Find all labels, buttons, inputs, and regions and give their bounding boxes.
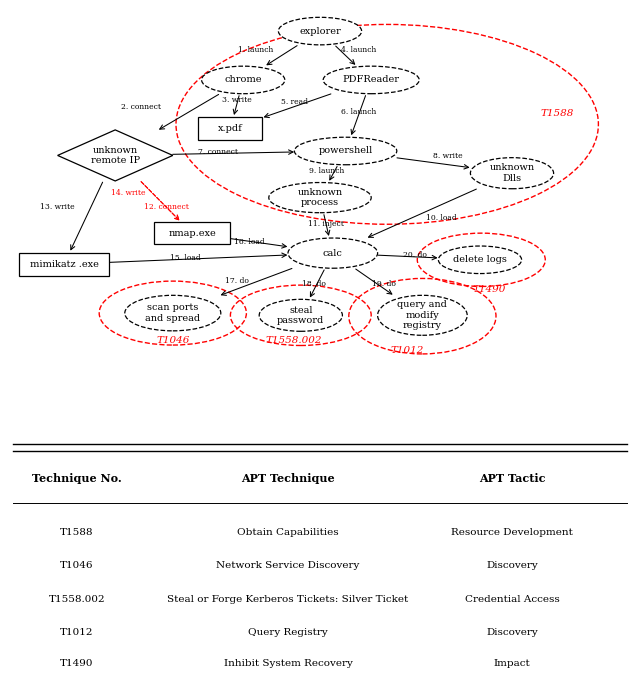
Text: query and
modify
registry: query and modify registry bbox=[397, 300, 447, 330]
Text: Discovery: Discovery bbox=[486, 628, 538, 637]
Text: 17. do: 17. do bbox=[225, 277, 249, 285]
Text: T1046: T1046 bbox=[157, 336, 190, 345]
Text: steal
password: steal password bbox=[277, 306, 324, 325]
Text: unknown
process: unknown process bbox=[298, 188, 342, 207]
Text: Impact: Impact bbox=[493, 660, 531, 669]
Text: 18. do: 18. do bbox=[301, 280, 326, 288]
Text: Inhibit System Recovery: Inhibit System Recovery bbox=[223, 660, 353, 669]
Ellipse shape bbox=[202, 66, 285, 94]
Text: 13. write: 13. write bbox=[40, 203, 75, 210]
FancyBboxPatch shape bbox=[154, 222, 230, 244]
Text: 8. write: 8. write bbox=[433, 153, 463, 160]
Ellipse shape bbox=[259, 299, 342, 332]
Text: 11. inject: 11. inject bbox=[308, 220, 344, 228]
Ellipse shape bbox=[470, 158, 554, 188]
Text: T1588: T1588 bbox=[60, 528, 93, 538]
Ellipse shape bbox=[323, 66, 419, 94]
Text: chrome: chrome bbox=[225, 75, 262, 85]
Text: APT Technique: APT Technique bbox=[241, 473, 335, 483]
Text: 1. launch: 1. launch bbox=[238, 46, 274, 54]
Ellipse shape bbox=[378, 296, 467, 336]
Text: Network Service Discovery: Network Service Discovery bbox=[216, 561, 360, 570]
Text: T1558.002: T1558.002 bbox=[49, 595, 105, 604]
Ellipse shape bbox=[125, 296, 221, 331]
Text: 16. load: 16. load bbox=[234, 238, 265, 246]
Text: x.pdf: x.pdf bbox=[218, 124, 243, 134]
Text: Resource Development: Resource Development bbox=[451, 528, 573, 538]
Text: 12. connect: 12. connect bbox=[144, 203, 189, 210]
Ellipse shape bbox=[278, 18, 362, 45]
Text: 5. read: 5. read bbox=[281, 98, 308, 106]
Text: Discovery: Discovery bbox=[486, 561, 538, 570]
Text: Steal or Forge Kerberos Tickets: Silver Ticket: Steal or Forge Kerberos Tickets: Silver … bbox=[168, 595, 408, 604]
Text: T1558.002: T1558.002 bbox=[266, 336, 322, 345]
Text: explorer: explorer bbox=[299, 26, 341, 35]
Text: PDFReader: PDFReader bbox=[342, 75, 400, 85]
Text: T1490: T1490 bbox=[472, 285, 506, 294]
FancyBboxPatch shape bbox=[198, 117, 262, 140]
Text: 14. write: 14. write bbox=[111, 189, 145, 197]
Text: T1012: T1012 bbox=[390, 346, 424, 355]
Text: 9. launch: 9. launch bbox=[308, 167, 344, 175]
Text: scan ports
and spread: scan ports and spread bbox=[145, 303, 200, 323]
Text: nmap.exe: nmap.exe bbox=[168, 228, 216, 238]
Text: 7. connect: 7. connect bbox=[198, 148, 237, 156]
Text: 3. write: 3. write bbox=[222, 96, 252, 104]
Text: unknown
remote IP: unknown remote IP bbox=[91, 146, 140, 165]
Ellipse shape bbox=[269, 182, 371, 213]
Text: Query Registry: Query Registry bbox=[248, 628, 328, 637]
Text: T1012: T1012 bbox=[60, 628, 93, 637]
Ellipse shape bbox=[288, 238, 378, 268]
Text: T1490: T1490 bbox=[60, 660, 93, 669]
Text: 4. launch: 4. launch bbox=[340, 46, 376, 54]
Text: 20. do: 20. do bbox=[403, 252, 427, 260]
Text: Credential Access: Credential Access bbox=[465, 595, 559, 604]
Text: T1046: T1046 bbox=[60, 561, 93, 570]
Text: T1588: T1588 bbox=[541, 108, 574, 118]
Text: 2. connect: 2. connect bbox=[121, 102, 161, 111]
Ellipse shape bbox=[438, 246, 522, 273]
Text: APT Tactic: APT Tactic bbox=[479, 473, 545, 483]
Text: 15. load: 15. load bbox=[170, 254, 201, 262]
Text: delete logs: delete logs bbox=[453, 256, 507, 264]
Polygon shape bbox=[58, 130, 173, 181]
Ellipse shape bbox=[294, 137, 397, 165]
Text: Obtain Capabilities: Obtain Capabilities bbox=[237, 528, 339, 538]
Text: powershell: powershell bbox=[319, 146, 372, 155]
Text: Technique No.: Technique No. bbox=[32, 473, 122, 483]
Text: 10. load: 10. load bbox=[426, 214, 457, 222]
Text: mimikatz .exe: mimikatz .exe bbox=[29, 260, 99, 268]
Text: 6. launch: 6. launch bbox=[340, 108, 376, 116]
Text: 19. do: 19. do bbox=[372, 280, 396, 288]
Text: calc: calc bbox=[323, 249, 343, 258]
FancyBboxPatch shape bbox=[19, 253, 109, 276]
Text: unknown
Dlls: unknown Dlls bbox=[490, 163, 534, 183]
